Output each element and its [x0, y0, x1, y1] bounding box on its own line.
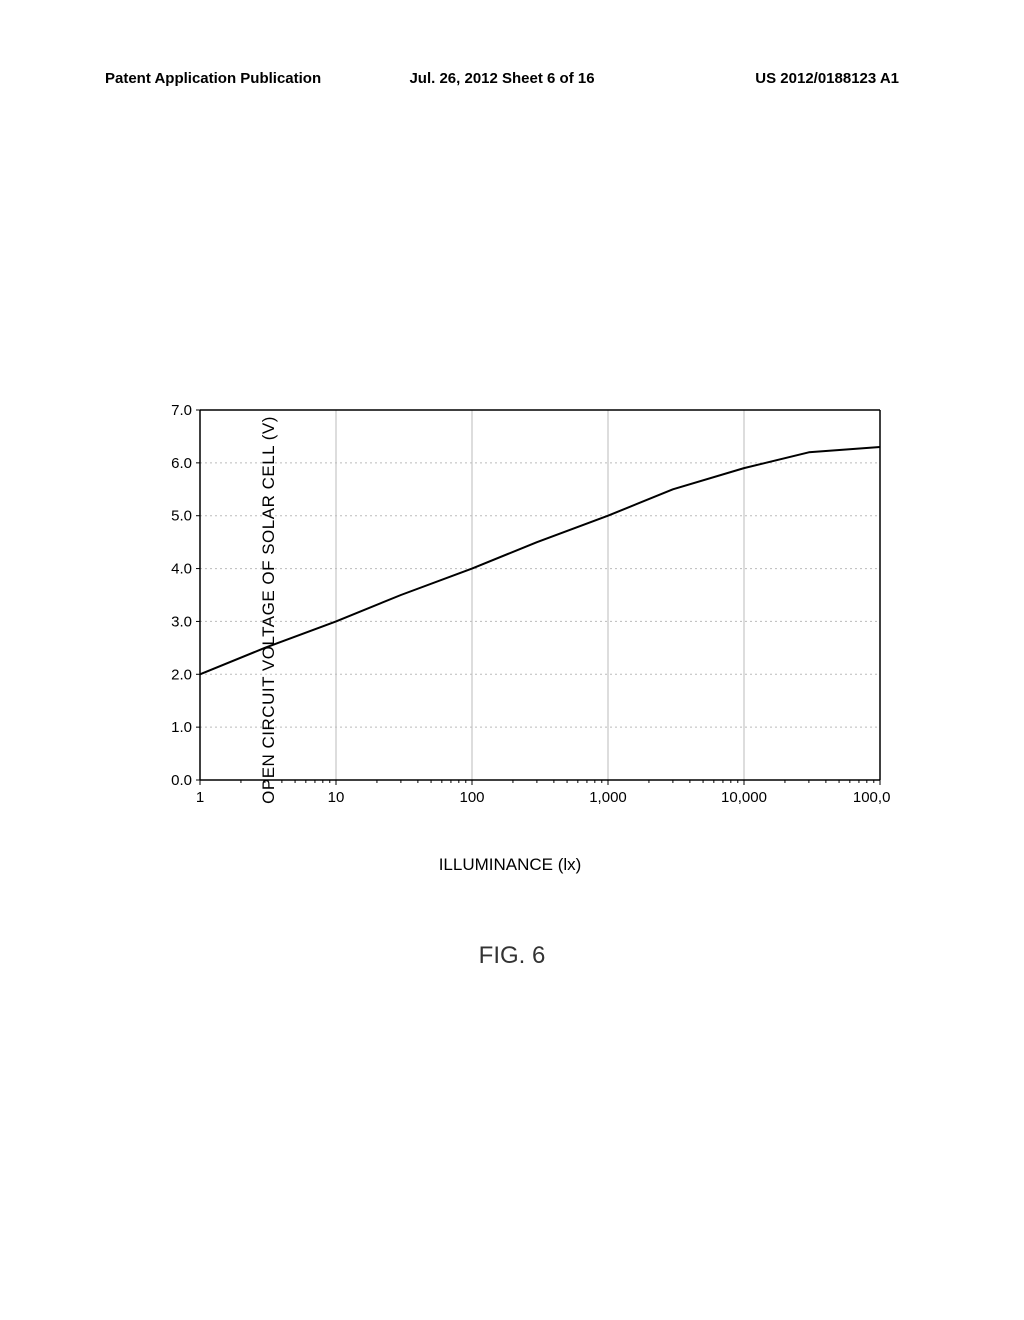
svg-text:0.0: 0.0 [171, 772, 192, 789]
header-left: Patent Application Publication [105, 70, 370, 87]
svg-text:5.0: 5.0 [171, 508, 192, 525]
svg-text:7.0: 7.0 [171, 402, 192, 419]
svg-text:4.0: 4.0 [171, 561, 192, 578]
svg-text:1: 1 [196, 789, 204, 806]
figure-caption: FIG. 6 [479, 942, 546, 970]
svg-text:1,000: 1,000 [589, 789, 627, 806]
svg-text:100,000: 100,000 [853, 789, 890, 806]
svg-text:10: 10 [328, 789, 345, 806]
y-axis-label: OPEN CIRCUIT VOLTAGE OF SOLAR CELL (V) [259, 416, 279, 804]
chart-container: OPEN CIRCUIT VOLTAGE OF SOLAR CELL (V) I… [130, 400, 890, 820]
page-header: Patent Application Publication Jul. 26, … [0, 70, 1024, 87]
header-center: Jul. 26, 2012 Sheet 6 of 16 [370, 70, 635, 87]
svg-text:3.0: 3.0 [171, 613, 192, 630]
svg-text:10,000: 10,000 [721, 789, 767, 806]
x-axis-label: ILLUMINANCE (lx) [439, 855, 582, 875]
header-right: US 2012/0188123 A1 [634, 70, 899, 87]
svg-text:1.0: 1.0 [171, 719, 192, 736]
line-chart: 0.0 1.0 2.0 3.0 4.0 5.0 6.0 7.0 1 10 100 1,000 10,00… [130, 400, 890, 820]
svg-text:2.0: 2.0 [171, 666, 192, 683]
svg-text:6.0: 6.0 [171, 455, 192, 472]
svg-text:100: 100 [459, 789, 484, 806]
